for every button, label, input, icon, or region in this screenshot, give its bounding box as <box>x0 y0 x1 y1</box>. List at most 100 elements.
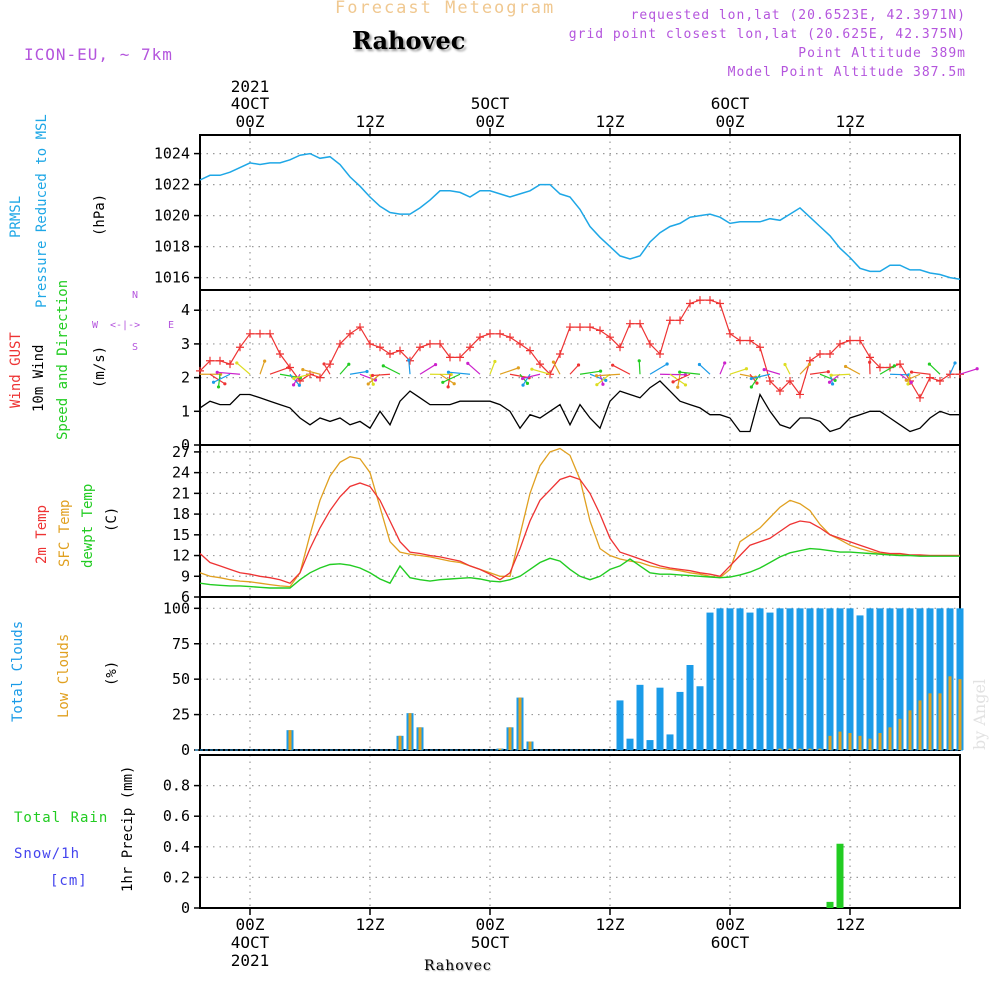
wind-arrow-head <box>466 361 470 365</box>
gust-marker <box>486 329 494 338</box>
wind-arrow-head <box>598 369 603 373</box>
total-cloud-bar <box>686 665 694 750</box>
wind-arrow-head <box>441 380 445 384</box>
point-altitude: Point Altitude 389m <box>798 46 966 61</box>
total-cloud-bar <box>766 612 774 750</box>
wind-direction-arrow <box>749 373 758 384</box>
wind-arrow-head <box>665 362 669 366</box>
top-date-label: 4OCT <box>231 94 270 113</box>
snow-unit-legend: [cm] <box>50 873 88 889</box>
gust-marker <box>766 376 774 385</box>
wind-direction-arrow <box>293 373 301 386</box>
gust-marker <box>756 343 764 352</box>
wind-arrow-head <box>292 376 296 380</box>
ytick-label-wind: 2 <box>181 369 190 387</box>
top-date-label: 5OCT <box>471 94 510 113</box>
ytick-label-temp: 21 <box>172 484 190 502</box>
top-hour-label: 00Z <box>716 112 745 131</box>
wind-arrow-head <box>287 365 291 370</box>
total-cloud-bar <box>736 608 744 750</box>
bottom-hour-label: 00Z <box>236 915 265 934</box>
bottom-hour-label: 00Z <box>476 915 505 934</box>
wind-direction-arrow <box>911 371 931 375</box>
wind-arrow-head <box>370 373 375 378</box>
ytick-label-wind: 0 <box>181 436 190 454</box>
compass-w: W <box>92 320 99 331</box>
wind-arrow-head <box>291 383 296 387</box>
wind-direction-arrow <box>949 362 956 375</box>
wind-direction-arrow <box>596 373 611 386</box>
gust-marker <box>736 336 744 345</box>
total-cloud-bar <box>916 608 924 750</box>
low-cloud-bar <box>828 735 832 750</box>
bottom-hour-label: 12Z <box>356 915 385 934</box>
total-cloud-bar <box>616 700 624 750</box>
wind-arrow-head <box>697 362 702 367</box>
rain-legend: Total Rain <box>14 810 109 826</box>
wind-arrow-head <box>381 364 385 368</box>
wind-arrow-head <box>749 376 753 381</box>
wind-arrow-head <box>551 360 556 364</box>
wind-arrow-head <box>953 361 957 365</box>
wind-direction-arrow <box>448 371 471 375</box>
wind-arrow-head <box>904 378 908 382</box>
bottom-hour-label: 00Z <box>716 915 745 934</box>
gust-marker <box>226 360 234 369</box>
top-hour-label: 12Z <box>356 112 385 131</box>
gust-marker <box>446 353 454 362</box>
low-cloud-bar <box>948 676 952 750</box>
gust-marker <box>266 329 274 338</box>
ytick-label-temp: 6 <box>181 588 190 606</box>
wind-direction-arrow <box>596 373 621 377</box>
low-cloud-bar <box>398 735 402 750</box>
ytick-label-clouds: 50 <box>172 670 190 688</box>
gust-marker <box>666 316 674 325</box>
wind-direction-arrow <box>489 361 496 375</box>
wind-arrow-head <box>366 382 370 386</box>
low-cloud-bar <box>528 741 532 750</box>
wind-direction-arrow <box>372 373 391 377</box>
low-cloud-bar <box>878 733 882 750</box>
wind-arrow-head <box>906 382 910 386</box>
gust-marker <box>786 376 794 385</box>
wind-direction-arrow <box>959 368 978 375</box>
total-cloud-bar <box>676 691 684 750</box>
wind-direction-arrow <box>269 366 289 375</box>
low-cloud-bar <box>818 748 822 750</box>
wind-arrow-head <box>235 361 239 365</box>
model-label: ICON-EU, ~ 7km <box>24 45 173 64</box>
gust-line <box>199 299 960 400</box>
ytick-label-wind: 3 <box>181 335 190 353</box>
bottom-date-label: 4OCT <box>231 933 270 952</box>
wind-arrow-head <box>211 380 216 384</box>
low-cloud-bar <box>868 738 872 750</box>
wind-direction-arrow <box>829 373 841 383</box>
gust-marker <box>636 319 644 328</box>
low-cloud-bar <box>858 735 862 750</box>
low-cloud-bar <box>778 748 782 750</box>
total-cloud-bar <box>836 608 844 750</box>
total-cloud-bar <box>796 608 804 750</box>
wind-arrow-head <box>365 369 369 374</box>
gust-marker <box>536 360 544 369</box>
wind-direction-arrow <box>339 363 350 375</box>
top-year-label: 2021 <box>231 77 270 96</box>
total-cloud-bar <box>756 608 764 750</box>
wind-arrow-head <box>525 381 530 386</box>
total-cloud-bar <box>936 608 944 750</box>
low-cloud-bar <box>808 748 812 750</box>
ytick-label-pressure: 1018 <box>154 238 190 256</box>
wind-direction-arrow <box>467 362 481 375</box>
low-cloud-bar <box>958 679 962 750</box>
gust-marker <box>456 353 464 362</box>
gust-marker <box>396 346 404 355</box>
gust-marker <box>656 350 664 359</box>
total-cloud-bar <box>656 687 664 750</box>
wind-arrow-head <box>301 368 305 372</box>
panel-frame-pressure <box>199 134 961 291</box>
low-cloud-bar <box>918 700 922 750</box>
chart-title: Forecast Meteogram <box>335 0 556 18</box>
wind-direction-arrow <box>831 373 851 376</box>
total-cloud-bar <box>776 608 784 750</box>
wind-arrow-head <box>749 385 753 389</box>
